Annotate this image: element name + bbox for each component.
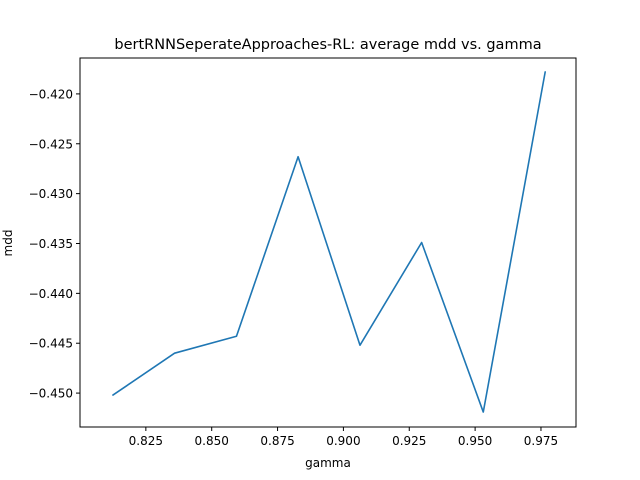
y-tick-label: −0.425 [29,137,73,151]
plot-frame [79,57,577,428]
y-tick-label: −0.450 [29,387,73,401]
plot-area [80,58,576,427]
y-axis-label: mdd [1,230,15,257]
x-tick-label: 0.975 [524,434,558,448]
y-tick-label: −0.420 [29,87,73,101]
series-line [112,71,546,413]
series-layer [112,71,546,413]
chart-title: bertRNNSeperateApproaches-RL: average md… [114,37,541,53]
x-tick-label: 0.825 [129,434,163,448]
y-tick-label: −0.440 [29,287,73,301]
x-tick-label: 0.900 [326,434,360,448]
y-tick-label: −0.430 [29,187,73,201]
x-axis-ticks: 0.825 0.850 0.875 0.900 0.925 0.950 0.975 [129,427,558,448]
y-tick-label: −0.445 [29,337,73,351]
x-tick-label: 0.850 [195,434,229,448]
x-axis-label: gamma [305,456,351,470]
y-tick-label: −0.435 [29,237,73,251]
x-tick-label: 0.875 [260,434,294,448]
y-axis-ticks: −0.450 −0.445 −0.440 −0.435 −0.430 −0.425 −0.4… [29,87,80,401]
x-tick-label: 0.950 [458,434,492,448]
x-tick-label: 0.925 [392,434,426,448]
